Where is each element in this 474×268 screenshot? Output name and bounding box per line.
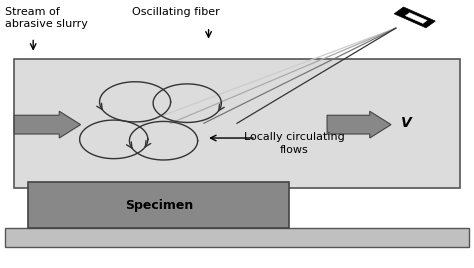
Text: Specimen: Specimen bbox=[125, 199, 193, 211]
Bar bbox=[5, 228, 469, 247]
FancyArrow shape bbox=[14, 111, 81, 138]
Text: V: V bbox=[401, 116, 411, 130]
Bar bbox=[28, 182, 289, 228]
Polygon shape bbox=[405, 13, 427, 24]
Text: Stream of
abrasive slurry: Stream of abrasive slurry bbox=[5, 7, 88, 29]
Text: Locally circulating
flows: Locally circulating flows bbox=[244, 132, 344, 155]
Text: Oscillating fiber: Oscillating fiber bbox=[131, 7, 219, 17]
Polygon shape bbox=[394, 7, 435, 28]
FancyArrow shape bbox=[327, 111, 391, 138]
Bar bbox=[14, 59, 460, 188]
